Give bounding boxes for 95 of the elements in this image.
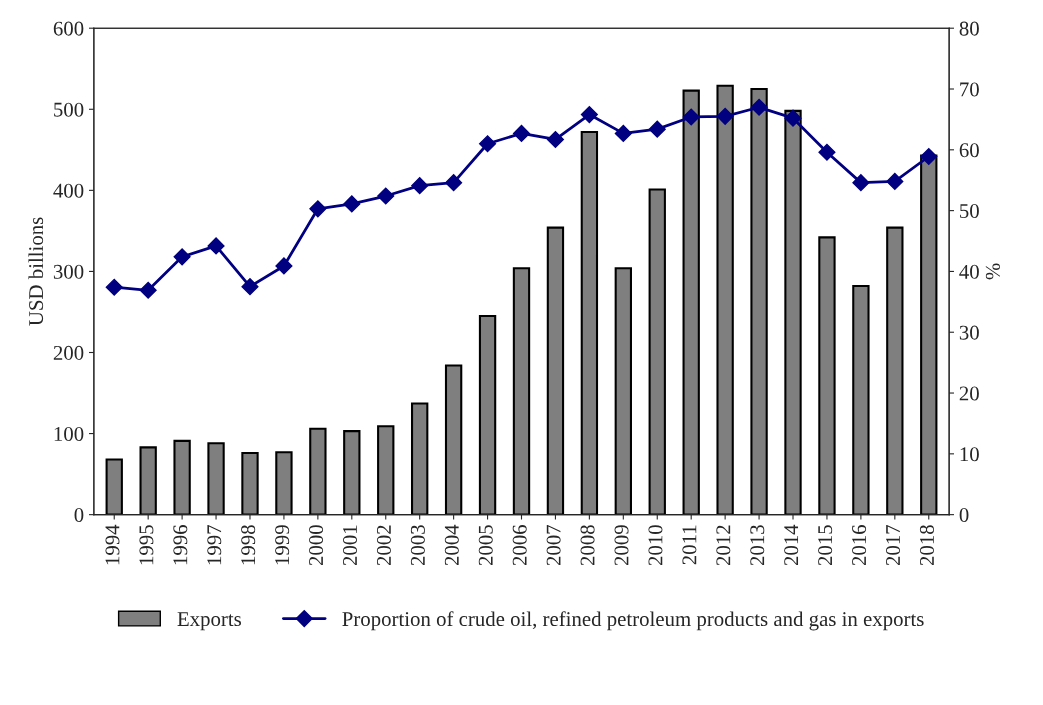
point — [920, 147, 938, 166]
bar — [478, 314, 497, 515]
point — [512, 124, 531, 142]
bar — [750, 87, 768, 515]
x-tick-label: 2012 — [716, 525, 731, 566]
bar — [682, 89, 700, 515]
bar — [784, 109, 802, 515]
y-tick-label: 300 — [53, 264, 84, 279]
point — [648, 120, 666, 138]
point — [750, 98, 768, 116]
bar — [105, 458, 123, 515]
x-tick-label: 2013 — [750, 525, 765, 566]
x-tick-label: 2018 — [919, 525, 934, 566]
x-tick-label: 2015 — [818, 525, 833, 566]
point — [479, 135, 497, 153]
bar — [173, 439, 191, 515]
y2-tick-label: 30 — [959, 325, 979, 340]
x-tick-label: 2005 — [478, 525, 493, 566]
point — [682, 108, 700, 126]
legend-label: Proportion of crude oil, refined petroleum products and gas in exports — [342, 611, 924, 631]
y2-tick-label: 20 — [959, 386, 979, 401]
y-tick-label: 200 — [53, 345, 84, 360]
bar — [852, 284, 870, 515]
point — [275, 257, 293, 275]
y2-tick-label: 10 — [960, 447, 979, 462]
point — [309, 200, 327, 218]
bar — [580, 130, 599, 515]
bar — [275, 451, 293, 515]
bar — [546, 226, 565, 515]
y-tick-label: 100 — [54, 426, 84, 442]
bar — [716, 84, 734, 515]
x-tick-label: 2004 — [444, 524, 459, 566]
x-tick-label: 2011 — [682, 525, 697, 565]
y2-tick-label: 70 — [960, 82, 979, 97]
point — [377, 187, 395, 205]
point — [411, 177, 429, 195]
bar — [818, 236, 836, 515]
bar — [920, 154, 938, 515]
bar — [512, 267, 531, 515]
y-tick-label: 600 — [53, 21, 84, 36]
bar — [886, 226, 904, 515]
point — [139, 281, 157, 299]
y2-tick-label: 40 — [959, 264, 979, 279]
x-tick-label: 1994 — [105, 524, 120, 565]
point — [343, 195, 361, 213]
y2-tick-label: 60 — [959, 143, 979, 158]
x-tick-label: 1996 — [173, 524, 188, 565]
x-tick-label: 2006 — [512, 524, 527, 566]
bar — [377, 425, 395, 515]
point — [105, 278, 123, 296]
point — [818, 143, 836, 161]
y-axis-title: USD billions — [28, 217, 44, 326]
point — [852, 174, 870, 192]
point — [580, 105, 598, 124]
point — [784, 109, 802, 127]
x-tick-label: 2016 — [852, 524, 867, 566]
y-tick-label: 500 — [54, 102, 84, 117]
point — [445, 174, 463, 192]
bar — [444, 364, 463, 515]
point — [886, 172, 904, 190]
x-tick-label: 2014 — [784, 524, 799, 566]
y2-tick-label: 50 — [960, 203, 979, 219]
x-tick-label: 2010 — [648, 525, 663, 566]
bar — [207, 442, 225, 515]
point — [614, 124, 632, 142]
bar — [309, 427, 327, 515]
point — [546, 130, 564, 149]
y-tick-label: 400 — [53, 183, 84, 198]
point — [716, 107, 734, 125]
bar — [139, 446, 157, 515]
x-tick-label: 2000 — [309, 525, 324, 566]
x-tick-label: 2008 — [580, 525, 595, 566]
y2-axis-title: % — [985, 263, 1000, 280]
x-tick-label: 2002 — [376, 525, 391, 566]
x-tick-label: 2017 — [885, 524, 901, 566]
bar — [343, 430, 361, 515]
x-tick-label: 1997 — [207, 524, 222, 565]
point — [173, 248, 191, 266]
x-tick-label: 1995 — [139, 525, 154, 565]
y2-tick-label: 80 — [959, 21, 979, 36]
x-tick-label: 2009 — [614, 525, 629, 566]
x-tick-label: 2001 — [342, 525, 358, 566]
bar — [411, 402, 429, 515]
bar — [648, 188, 666, 515]
x-tick-label: 1998 — [241, 525, 256, 565]
x-tick-label: 1999 — [275, 525, 290, 565]
y2-tick-label: 0 — [959, 508, 969, 523]
point — [207, 237, 225, 255]
x-tick-label: 2007 — [546, 524, 561, 566]
legend-label: Exports — [177, 612, 242, 631]
bar — [614, 267, 632, 515]
point — [241, 278, 259, 296]
x-tick-label: 2003 — [410, 525, 425, 566]
bar — [241, 451, 259, 515]
y-tick-label: 0 — [74, 508, 84, 523]
